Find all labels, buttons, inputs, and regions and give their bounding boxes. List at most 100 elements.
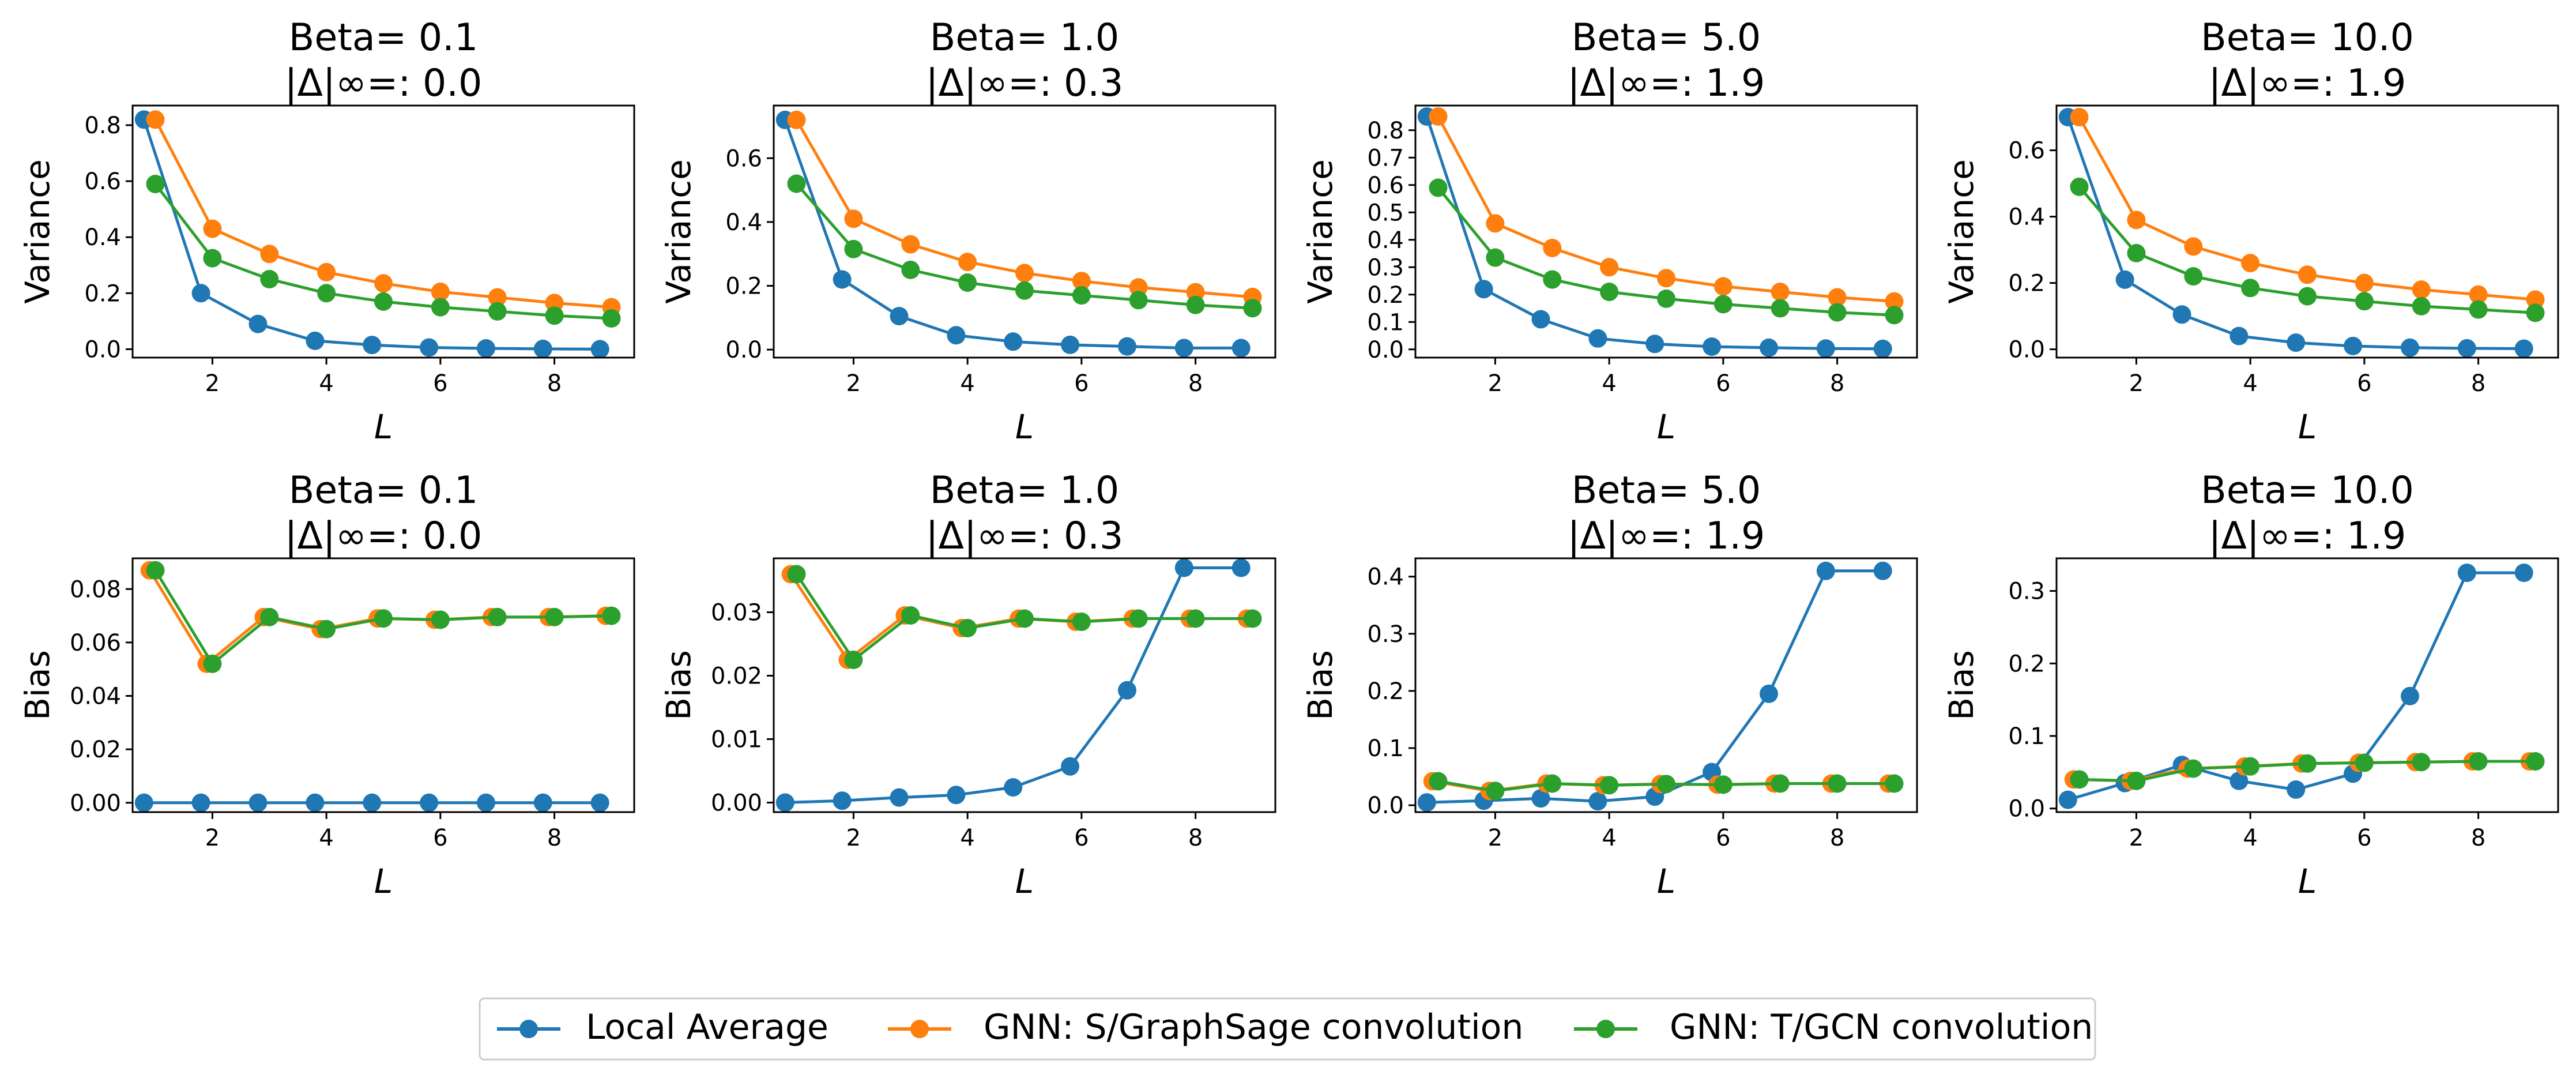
subplot-bias-2: Beta= 1.0|Δ|∞=: 0.3 0.00 0.01 0.02 0.03 2 4 6 8 L… bbox=[659, 469, 1276, 901]
data-point bbox=[958, 273, 977, 292]
data-point bbox=[420, 338, 439, 357]
y-tick-label: 0.06 bbox=[70, 630, 121, 656]
data-point bbox=[1429, 178, 1448, 197]
data-point bbox=[787, 110, 806, 129]
y-tick-label: 0.8 bbox=[1367, 118, 1404, 144]
x-axis-label: L bbox=[1015, 407, 1034, 446]
data-point bbox=[191, 284, 210, 303]
data-point bbox=[1072, 272, 1091, 291]
plot-frame bbox=[1414, 104, 1918, 359]
data-point bbox=[545, 294, 564, 313]
data-point bbox=[533, 793, 552, 812]
data-point bbox=[1828, 288, 1847, 307]
data-point bbox=[1243, 299, 1262, 318]
x-tick-label: 6 bbox=[433, 825, 447, 851]
data-point bbox=[2287, 780, 2306, 799]
data-point bbox=[2058, 790, 2077, 809]
data-point bbox=[844, 239, 863, 258]
legend-frame bbox=[479, 997, 2096, 1061]
data-point bbox=[958, 253, 977, 272]
legend-label-local-average: Local Average bbox=[586, 1007, 828, 1047]
y-tick-label: 0.2 bbox=[725, 273, 762, 300]
data-point bbox=[2412, 296, 2431, 315]
x-tick-label: 2 bbox=[2129, 825, 2144, 851]
y-axis-label: Bias bbox=[18, 650, 57, 720]
x-axis-label: L bbox=[1657, 407, 1675, 446]
data-point bbox=[844, 651, 863, 669]
plot-title-line2: |Δ|∞=: 0.3 bbox=[926, 514, 1124, 558]
series-gnn-t-gcn-convolution bbox=[146, 561, 621, 673]
data-point bbox=[2298, 754, 2317, 773]
plot-title-line1: Beta= 10.0 bbox=[2201, 16, 2414, 59]
data-point bbox=[2401, 338, 2419, 357]
y-tick-label: 0.02 bbox=[70, 737, 121, 763]
data-point bbox=[602, 606, 621, 625]
subplot-bias-1: Beta= 0.1|Δ|∞=: 0.0 0.00 0.02 0.04 0.06 0.08 2… bbox=[18, 469, 635, 901]
x-tick-label: 2 bbox=[1488, 825, 1502, 851]
legend-entry-local-average: Local Average bbox=[497, 1007, 828, 1047]
series-local-average bbox=[134, 793, 609, 812]
y-tick-label: 0.0 bbox=[725, 337, 762, 363]
y-tick-label: 0.6 bbox=[2008, 138, 2045, 164]
y-tick-label: 0.2 bbox=[2008, 271, 2045, 297]
y-tick-label: 0.1 bbox=[2008, 723, 2045, 750]
x-tick-label: 8 bbox=[1188, 370, 1203, 397]
data-point bbox=[248, 793, 268, 812]
x-tick-label: 6 bbox=[1716, 370, 1730, 397]
plot-title-line2: |Δ|∞=: 0.0 bbox=[285, 62, 483, 105]
data-point bbox=[203, 654, 222, 673]
data-point bbox=[2070, 177, 2089, 196]
x-tick-label: 2 bbox=[2129, 370, 2144, 397]
series-gnn-s-graphsage-convolution bbox=[146, 110, 621, 317]
data-point bbox=[1429, 772, 1448, 791]
data-point bbox=[590, 793, 609, 812]
y-tick-label: 0.5 bbox=[1367, 200, 1404, 226]
data-point bbox=[1543, 270, 1562, 289]
x-tick-label: 4 bbox=[2243, 825, 2257, 851]
plot-frame bbox=[773, 104, 1276, 359]
y-tick-label: 0.0 bbox=[84, 336, 121, 363]
legend-marker-graphsage bbox=[910, 1020, 929, 1038]
data-point bbox=[1873, 561, 1892, 580]
data-point bbox=[1015, 264, 1034, 283]
data-point bbox=[1600, 283, 1619, 301]
data-point bbox=[134, 793, 153, 812]
y-tick-label: 0.8 bbox=[84, 112, 121, 139]
y-tick-label: 0.4 bbox=[1367, 564, 1404, 591]
data-point bbox=[2514, 564, 2533, 583]
data-point bbox=[2469, 285, 2488, 304]
data-point bbox=[1645, 335, 1664, 354]
data-point bbox=[260, 245, 279, 264]
series-gnn-t-gcn-convolution bbox=[2070, 752, 2545, 790]
data-point bbox=[2127, 211, 2146, 230]
data-point bbox=[901, 606, 920, 625]
data-point bbox=[1474, 280, 1493, 299]
legend-marker-gcn bbox=[1596, 1020, 1615, 1038]
data-point bbox=[1531, 310, 1550, 329]
data-point bbox=[901, 260, 920, 279]
x-tick-label: 4 bbox=[2243, 370, 2257, 397]
y-tick-label: 0.0 bbox=[2008, 337, 2045, 363]
plot-frame bbox=[2055, 104, 2559, 359]
data-point bbox=[2241, 757, 2260, 776]
data-point bbox=[306, 331, 325, 350]
x-tick-label: 4 bbox=[319, 370, 333, 397]
y-tick-label: 0.04 bbox=[70, 683, 121, 710]
data-point bbox=[1703, 337, 1722, 356]
legend-entry-gcn: GNN: T/GCN convolution bbox=[1574, 1007, 2093, 1047]
data-point bbox=[1174, 339, 1193, 358]
subplot-variance-2: Beta= 1.0|Δ|∞=: 0.3 0.0 0.2 0.4 0.6 2 4 6 8 L Vari… bbox=[659, 16, 1276, 446]
data-point bbox=[1771, 283, 1790, 301]
plot-frame bbox=[131, 557, 635, 813]
data-point bbox=[260, 270, 279, 288]
data-point bbox=[1885, 306, 1904, 325]
x-tick-label: 8 bbox=[1830, 370, 1844, 397]
y-tick-label: 0.00 bbox=[711, 790, 762, 817]
plot-title-line2: |Δ|∞=: 1.9 bbox=[2209, 514, 2406, 558]
plot-title-line1: Beta= 0.1 bbox=[289, 469, 478, 512]
series-gnn-s-graphsage-convolution bbox=[1429, 107, 1904, 311]
x-axis-label: L bbox=[2298, 407, 2317, 446]
data-point bbox=[775, 793, 794, 812]
plot-title-line1: Beta= 1.0 bbox=[930, 16, 1119, 59]
